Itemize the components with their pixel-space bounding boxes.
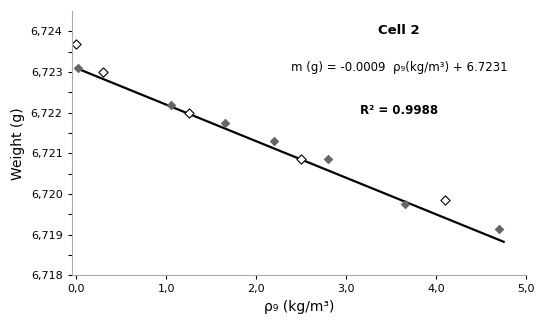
Text: m (g) = -0.0009  ρ₉(kg/m³) + 6.7231: m (g) = -0.0009 ρ₉(kg/m³) + 6.7231 [290, 61, 507, 74]
Point [270, 138, 278, 144]
Point [99, 70, 108, 75]
Point [220, 120, 229, 125]
Point [296, 157, 305, 162]
Point [74, 65, 82, 71]
Text: Cell 2: Cell 2 [378, 24, 420, 37]
Point [400, 202, 409, 207]
X-axis label: ρ₉ (kg/m³): ρ₉ (kg/m³) [264, 300, 334, 314]
Point [72, 41, 80, 46]
Point [324, 157, 333, 162]
Point [166, 102, 175, 107]
Y-axis label: Weight (g): Weight (g) [11, 107, 25, 179]
Point [495, 226, 503, 231]
Text: R² = 0.9988: R² = 0.9988 [360, 104, 438, 117]
Point [441, 198, 449, 203]
Point [184, 110, 193, 115]
